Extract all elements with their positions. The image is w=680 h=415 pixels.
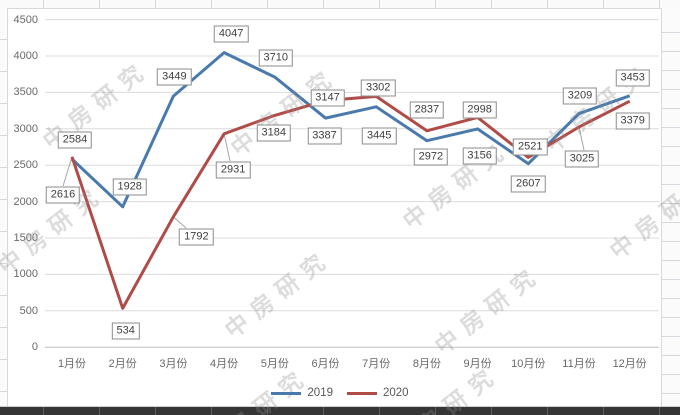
y-axis-label: 1500	[13, 232, 38, 244]
x-axis-label: 1月份	[57, 358, 87, 370]
data-label-2020-5月份: 3184	[256, 124, 292, 142]
label-leader-line	[173, 216, 187, 229]
legend-line-icon-2019	[271, 391, 302, 395]
data-label-2019-6月份: 3147	[310, 89, 345, 107]
sheet-cells-left	[0, 8, 7, 406]
data-label-2020-2月份: 534	[111, 322, 140, 340]
data-label-2020-8月份: 2972	[413, 148, 449, 166]
data-label-2020-9月份: 3156	[462, 147, 497, 165]
x-axis-label: 4月份	[210, 358, 239, 370]
y-axis-label: 500	[19, 304, 38, 317]
x-axis-label: 5月份	[260, 358, 289, 370]
y-axis-label: 4000	[13, 50, 38, 62]
data-label-2019-9月份: 2998	[462, 101, 497, 119]
data-label-2019-7月份: 3302	[360, 79, 396, 97]
sheet-cells-right	[662, 8, 680, 406]
legend-label-2019: 2019	[307, 387, 333, 399]
data-label-2020-7月份: 3445	[361, 127, 397, 145]
x-axis-label: 7月份	[362, 358, 391, 370]
data-label-2019-8月份: 2837	[409, 101, 445, 119]
data-label-2020-6月份: 3387	[307, 127, 342, 145]
data-label-2020-4月份: 2931	[215, 161, 251, 179]
x-axis-label: 11月份	[562, 358, 596, 370]
y-axis-label: 2000	[13, 195, 38, 208]
data-label-2020-11月份: 3025	[564, 150, 600, 168]
y-axis-label: 3000	[13, 122, 38, 135]
data-label-2019-2月份: 1928	[112, 178, 147, 196]
x-axis-label: 10月份	[511, 358, 546, 370]
label-leader-line	[62, 156, 73, 187]
data-label-2019-3月份: 3449	[157, 68, 192, 86]
x-axis-label: 8月份	[412, 358, 441, 370]
dark-table-row	[0, 406, 680, 415]
data-label-2020-3月份: 1792	[179, 228, 214, 246]
data-label-2020-1月份: 2616	[45, 186, 81, 204]
x-axis-label: 12月份	[612, 358, 647, 370]
y-axis-label: 3500	[13, 86, 38, 99]
sheet-cells-top	[0, 0, 680, 8]
label-leader-line	[223, 133, 231, 162]
legend-line-icon-2020	[347, 391, 377, 395]
series-line-2020[interactable]	[70, 94, 631, 310]
label-leader-line	[578, 126, 585, 151]
series-line-2019[interactable]	[70, 51, 631, 209]
legend-item-2019[interactable]: 2019	[271, 387, 333, 399]
legend-item-2020[interactable]: 2020	[347, 387, 409, 399]
y-axis-label: 0	[31, 341, 38, 354]
y-axis-label: 2500	[13, 159, 38, 172]
x-axis-label: 3月份	[159, 358, 188, 370]
data-label-2020-12月份: 3379	[615, 112, 650, 130]
legend: 2019 2020	[0, 385, 680, 401]
legend-label-2020: 2020	[383, 387, 409, 399]
data-label-2019-4月份: 4047	[213, 25, 249, 43]
data-label-2020-10月份: 2607	[511, 175, 546, 193]
x-axis-label: 9月份	[463, 358, 492, 370]
data-label-2019-5月份: 3710	[258, 49, 294, 67]
data-label-2019-10月份: 2521	[513, 138, 548, 156]
data-label-2019-11月份: 3209	[562, 87, 598, 105]
x-axis-label: 6月份	[311, 358, 340, 370]
data-label-2019-1月份: 2584	[57, 131, 93, 149]
x-axis-label: 2月份	[108, 358, 137, 370]
data-label-2019-12月份: 3453	[615, 69, 650, 87]
y-axis-label: 1000	[13, 268, 38, 281]
y-axis-label: 4500	[13, 13, 38, 26]
